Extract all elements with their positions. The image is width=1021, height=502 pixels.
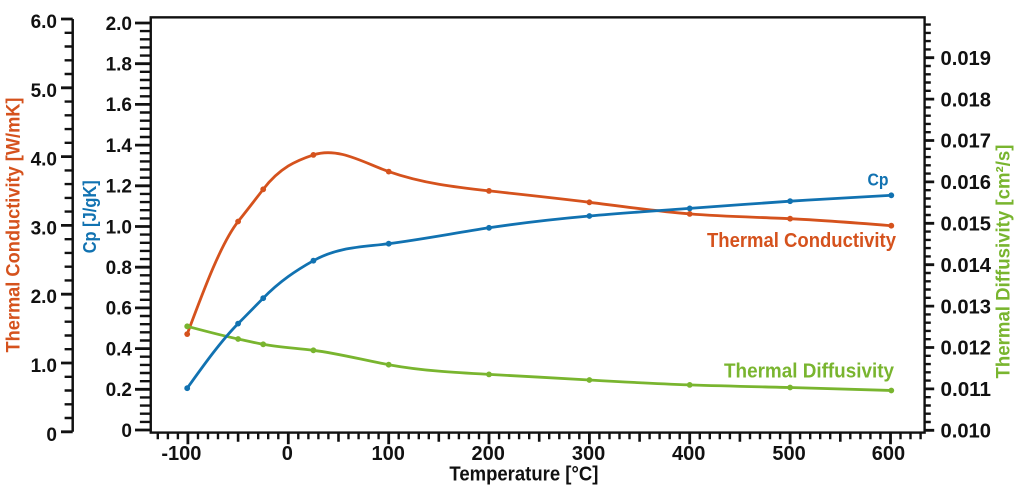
svg-text:0.015: 0.015 [941,214,992,236]
svg-text:Cp: Cp [868,170,889,190]
svg-text:1.4: 1.4 [106,136,133,157]
svg-text:600: 600 [872,443,905,465]
svg-text:2.0: 2.0 [106,14,132,35]
svg-text:0: 0 [121,421,132,442]
svg-text:0: 0 [282,443,293,465]
svg-text:0: 0 [46,425,57,446]
svg-text:6.0: 6.0 [31,12,57,33]
svg-text:1.6: 1.6 [106,95,132,116]
svg-text:0.016: 0.016 [941,172,992,194]
svg-text:0.012: 0.012 [941,338,992,360]
svg-text:-100: -100 [161,443,201,465]
svg-text:3.0: 3.0 [31,218,57,239]
svg-text:Thermal Conductivity: Thermal Conductivity [707,230,897,252]
svg-text:Temperature [°C]: Temperature [°C] [449,464,598,486]
svg-text:0.4: 0.4 [106,339,133,360]
svg-text:Thermal Conductivity [W/mK]: Thermal Conductivity [W/mK] [4,98,25,353]
svg-text:0.010: 0.010 [941,421,992,443]
svg-text:400: 400 [672,443,705,465]
svg-text:1.2: 1.2 [106,177,132,198]
svg-text:500: 500 [772,443,805,465]
svg-text:0.018: 0.018 [941,89,992,111]
svg-text:0.6: 0.6 [106,299,132,320]
svg-text:0.2: 0.2 [106,380,132,401]
svg-text:0.8: 0.8 [106,258,132,279]
svg-text:1.0: 1.0 [31,356,57,377]
svg-text:1.8: 1.8 [106,55,132,76]
svg-text:Thermal Diffusivity: Thermal Diffusivity [724,361,895,383]
svg-text:Cp [J/gK]: Cp [J/gK] [80,180,100,253]
svg-text:Thermal Diffusivity [cm²/s]: Thermal Diffusivity [cm²/s] [994,145,1015,379]
svg-text:0.017: 0.017 [941,131,992,153]
svg-text:0.014: 0.014 [941,255,992,277]
svg-text:1.0: 1.0 [106,217,132,238]
svg-text:0.019: 0.019 [941,48,992,70]
svg-text:2.0: 2.0 [31,287,57,308]
svg-text:300: 300 [572,443,605,465]
svg-text:4.0: 4.0 [31,150,57,171]
svg-text:100: 100 [372,443,405,465]
svg-text:0.013: 0.013 [941,296,992,318]
svg-text:5.0: 5.0 [31,81,57,102]
svg-text:0.011: 0.011 [941,379,992,401]
svg-text:200: 200 [472,443,505,465]
